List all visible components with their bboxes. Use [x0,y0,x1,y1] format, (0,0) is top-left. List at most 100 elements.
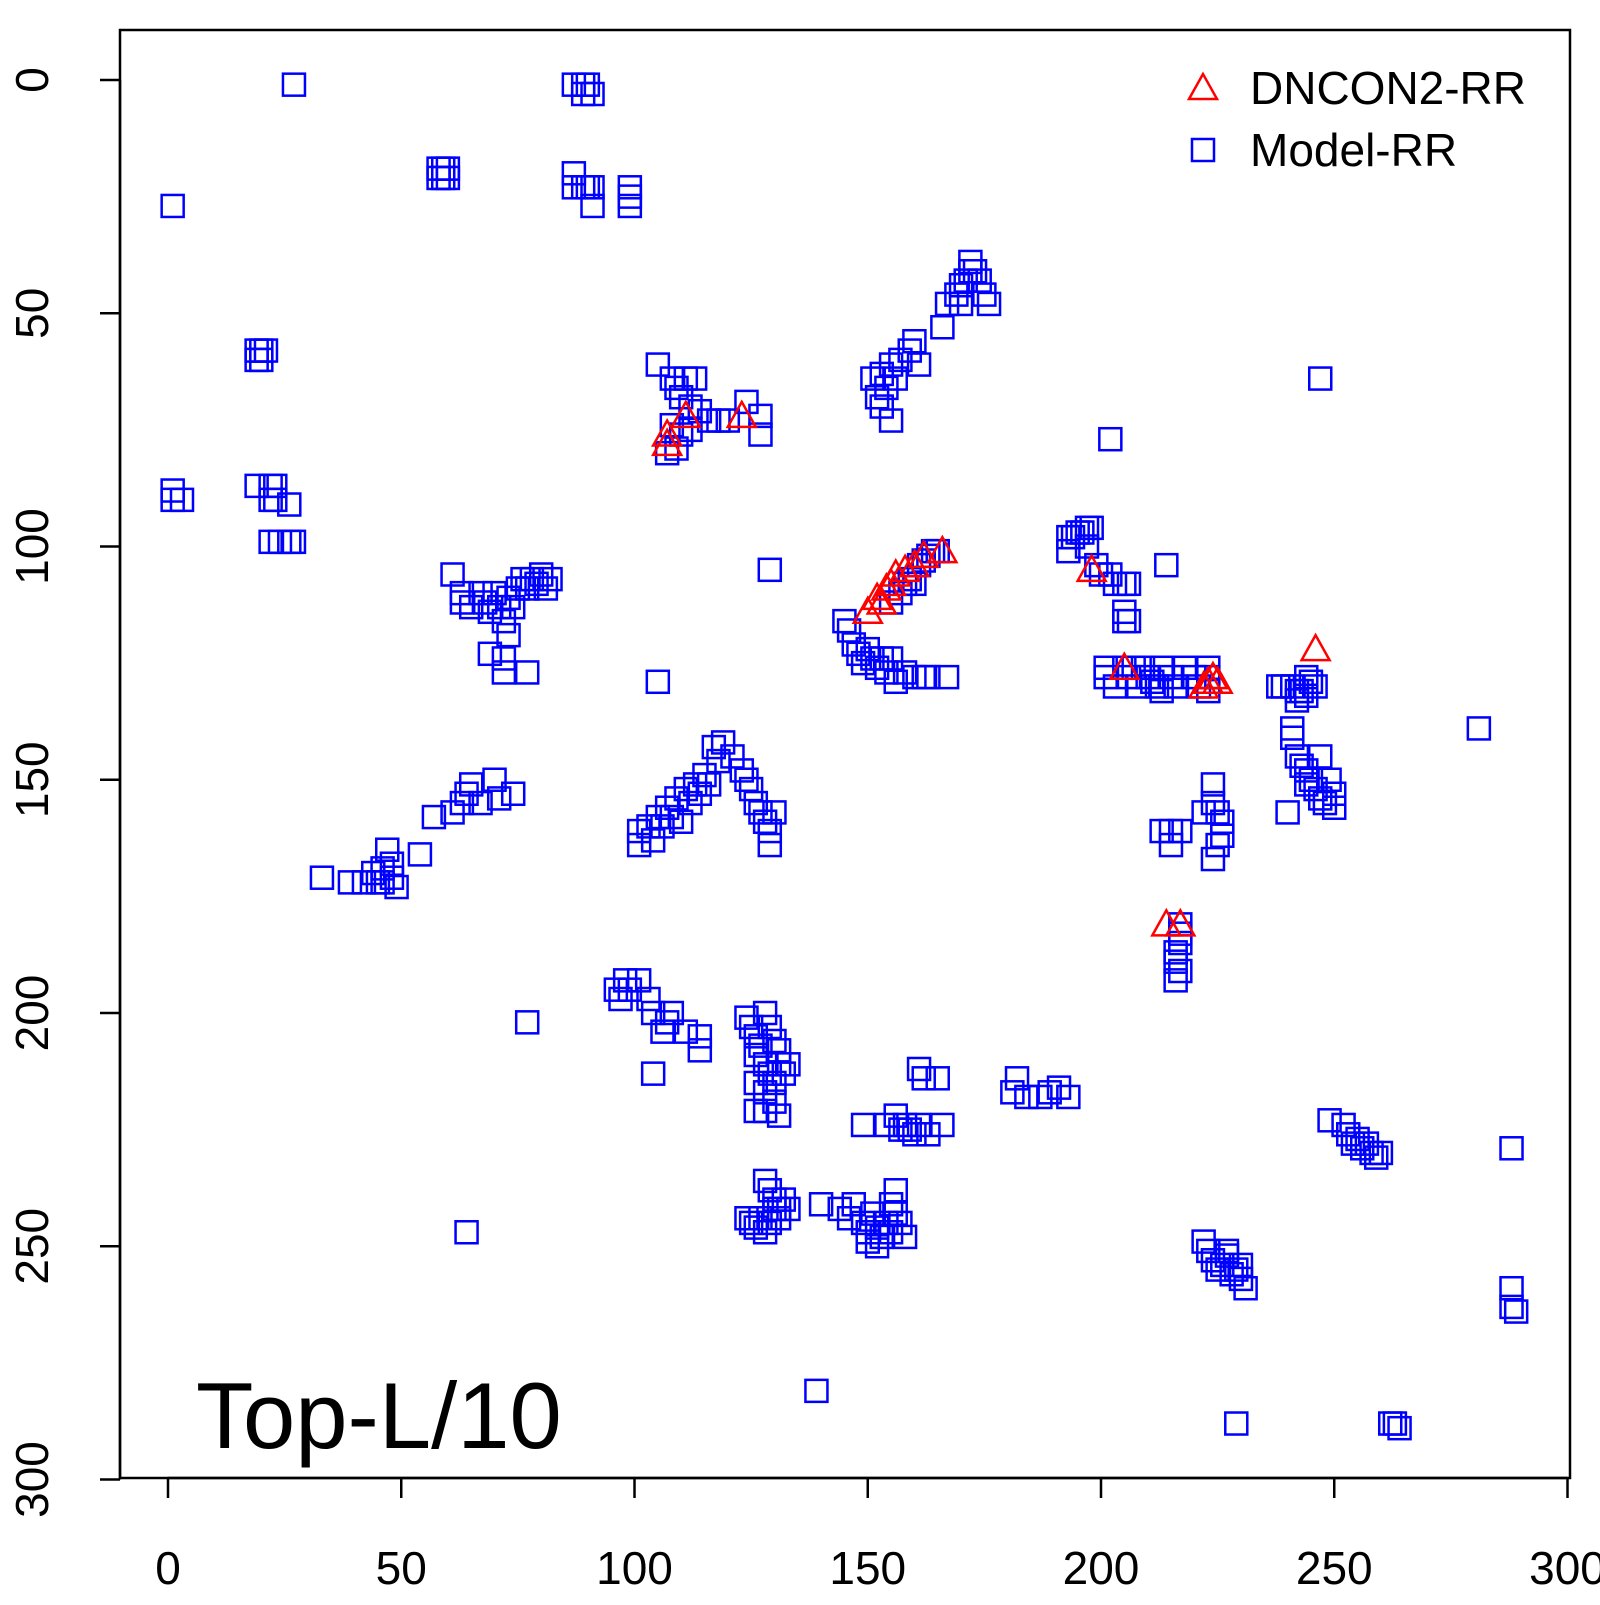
data-point-square [752,1052,778,1077]
data-point-square [160,487,185,513]
data-point-square [636,814,661,839]
data-point-square [1172,655,1198,681]
data-point-square [944,282,969,307]
data-point-square [776,1196,801,1222]
data-point-square [375,837,400,862]
data-point-square [263,487,288,513]
data-point-square [1284,688,1310,713]
data-point-square [678,790,703,816]
data-point-square [570,72,596,97]
data-point-square [874,1112,899,1138]
data-point-square [1102,674,1128,699]
data-point-square [580,175,605,200]
data-point-square [524,571,549,597]
data-point-square [692,762,717,788]
data-point-square [911,1066,936,1091]
y-tick-label: 50 [6,288,58,339]
data-point-square [958,249,983,275]
data-point-square [430,156,456,181]
data-point-square [1294,683,1319,709]
data-point-square [500,594,526,620]
data-point-square [734,1206,759,1231]
data-point-square [160,478,185,503]
data-point-square [930,1112,955,1138]
data-point-square [1093,664,1118,690]
data-point-square [734,389,759,415]
data-point-square [1168,818,1193,844]
data-point-square [160,193,185,219]
data-point-square [878,352,904,377]
data-point-square [1112,571,1137,597]
data-point-square [1196,1238,1221,1264]
data-point-square [897,566,922,592]
data-point-square [1214,1238,1240,1264]
data-point-square [528,562,554,587]
data-point-square [1116,571,1142,597]
data-point-square [734,1005,759,1030]
data-point-square [1377,1411,1403,1436]
data-point-square [1224,1411,1249,1436]
data-point-square [1168,958,1193,984]
data-point-square [1303,674,1328,699]
data-point-square [430,165,456,191]
data-point-square [617,193,643,219]
data-point-square [337,870,363,895]
data-point-square [883,1103,908,1128]
data-point-square [580,81,605,107]
y-tick-label: 150 [6,741,58,818]
data-point-square [640,1000,666,1026]
data-point-triangle [865,585,898,615]
data-point-triangle [860,581,894,611]
data-point-square [888,347,913,373]
data-point-square [1233,1275,1258,1301]
data-point-square [906,1056,932,1082]
data-point-square [426,165,451,191]
data-point-triangle [926,534,959,564]
data-point-square [244,347,269,373]
data-point-square [468,790,493,816]
data-point-square [454,781,479,806]
data-point-square [1074,534,1100,559]
data-point-square [640,828,666,853]
data-point-square [678,417,703,443]
data-point-square [1382,1411,1408,1436]
data-point-square [1340,1131,1366,1156]
data-point-square [734,767,759,792]
data-point-square [766,1038,792,1063]
data-point-square [743,1070,769,1096]
data-point-square [1158,664,1184,690]
data-point-square [883,1178,908,1203]
data-point-square [309,865,335,890]
y-tick-label: 100 [6,508,58,585]
data-point-square [1280,716,1305,741]
data-point-square [486,594,512,620]
data-point-square [1499,1294,1524,1320]
data-point-square [846,641,871,667]
data-point-square [869,361,894,387]
data-point-square [748,422,773,447]
data-point-square [1154,552,1179,578]
data-point-square [472,590,498,615]
data-point-triangle [851,595,884,625]
data-point-square [1298,669,1324,695]
data-point-square [277,492,302,517]
data-point-square [249,338,274,363]
data-point-square [668,809,694,834]
data-point-square [766,1103,792,1128]
data-point-square [496,585,521,611]
data-point-square [570,81,596,107]
data-point-triangle [651,417,684,447]
data-point-square [743,1215,769,1240]
data-point-square [976,291,1002,317]
data-point-square [757,818,783,844]
data-point-square [650,1019,675,1044]
data-point-square [1191,800,1216,825]
data-point-square [1168,930,1193,956]
data-point-square [1144,674,1170,699]
data-point-square [738,1014,764,1040]
data-point-square [449,790,475,816]
data-point-square [1210,1252,1235,1278]
data-point-square [715,408,741,433]
data-point-square [1046,1075,1072,1100]
